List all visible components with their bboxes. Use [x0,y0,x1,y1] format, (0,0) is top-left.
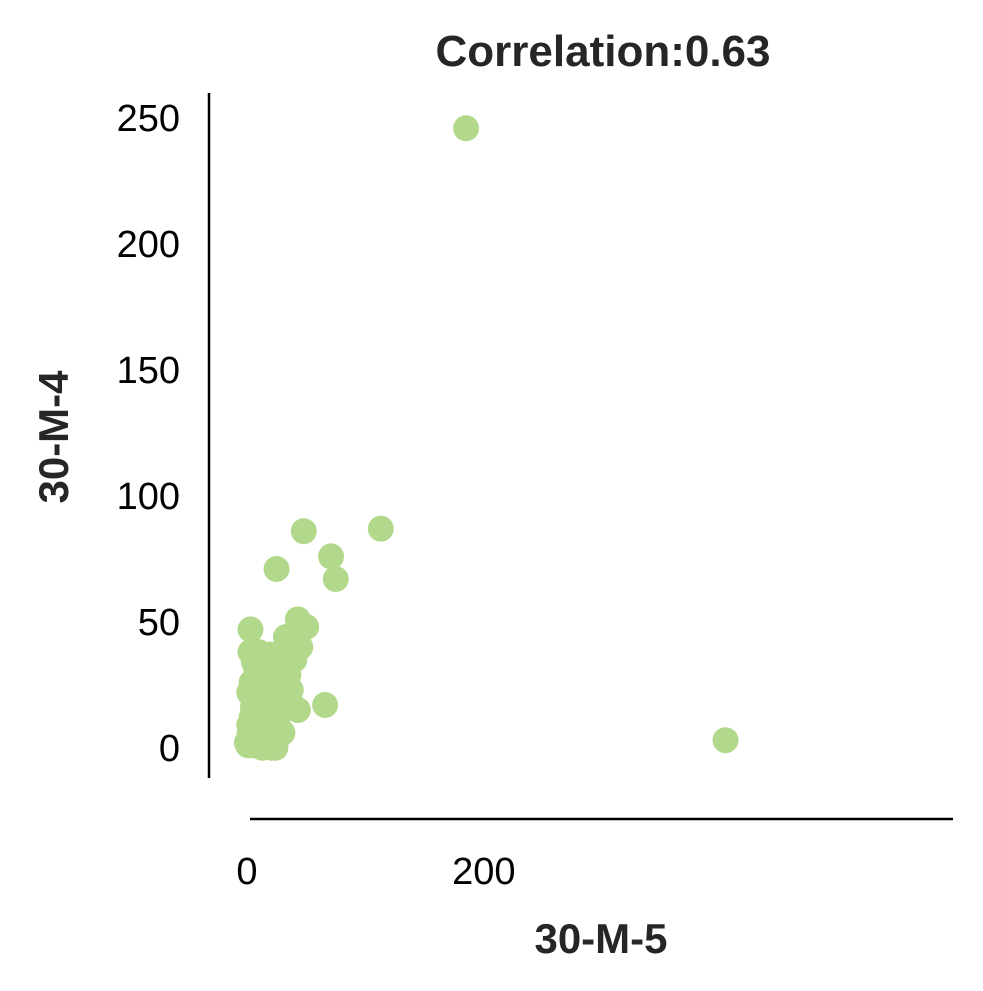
x-axis-label: 30-M-5 [534,915,667,962]
scatter-point [270,674,297,701]
scatter-point [233,729,260,756]
y-tick-label: 150 [117,350,180,392]
scatter-point [318,543,345,570]
y-tick-label: 250 [117,98,180,140]
scatter-point [284,697,311,724]
scatter-point [367,515,394,542]
y-axis-label: 30-M-4 [30,370,77,504]
scatter-point [290,518,317,545]
y-tick-labels: 0 50 100 150 200 250 [117,98,180,770]
y-tick-label: 200 [117,224,180,266]
scatter-points [233,115,739,761]
x-tick-labels: 0 200 [236,851,515,893]
chart-title: Correlation:0.63 [436,27,771,76]
scatter-point [312,691,339,718]
scatter-point [712,727,739,754]
x-tick-label: 0 [236,851,257,893]
scatter-point [453,115,480,142]
y-tick-label: 50 [138,602,180,644]
scatter-point [249,656,276,683]
scatter-point [263,555,290,582]
scatter-point [237,616,264,643]
x-tick-label: 200 [452,851,515,893]
y-tick-label: 0 [159,728,180,770]
y-tick-label: 100 [117,476,180,518]
scatter-point [239,694,266,721]
scatter-point [262,734,289,761]
scatter-point [322,566,349,593]
